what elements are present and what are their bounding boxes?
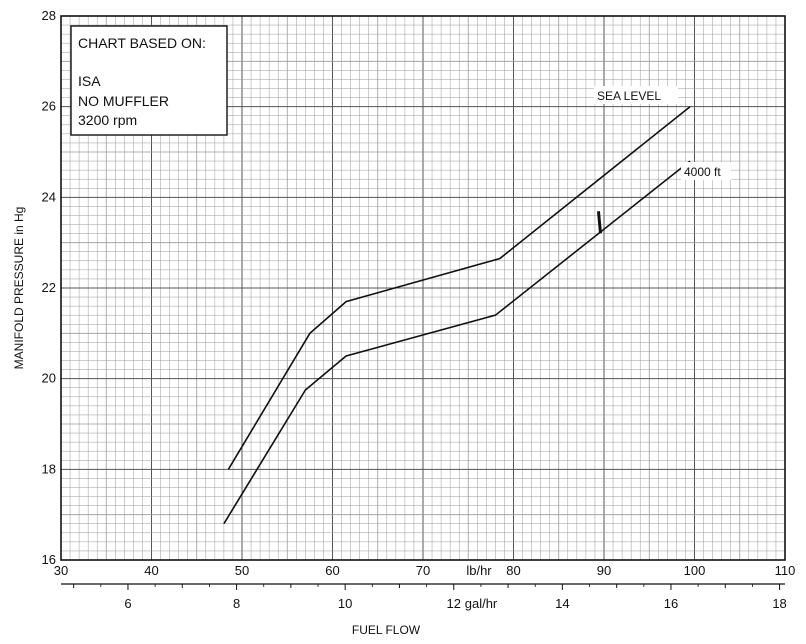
- x-tick-label-galhr: 12: [447, 596, 461, 611]
- y-tick-label: 26: [42, 99, 56, 114]
- y-tick-label: 28: [42, 8, 56, 23]
- info-box-frame: [70, 25, 228, 136]
- x-tick-label-lbhr: 110: [775, 563, 796, 578]
- series-line-sea-level: [227, 106, 691, 470]
- series-line-4000ft: [223, 160, 691, 525]
- y-tick-label: 16: [42, 552, 56, 567]
- info-box-line-rpm: 3200 rpm: [78, 112, 137, 128]
- y-tick-label: 20: [42, 371, 56, 386]
- x-tick-label-lbhr: 60: [325, 563, 339, 578]
- plot-frame: [60, 15, 786, 561]
- x-tick-label-galhr: 6: [124, 596, 131, 611]
- x-tick-label-lbhr: 70: [416, 563, 430, 578]
- x-axis-title: FUEL FLOW: [352, 623, 421, 637]
- sea-level-label-bg: [594, 86, 678, 104]
- y-tick-label: 22: [42, 280, 56, 295]
- y-tick-label: 24: [42, 189, 56, 204]
- x-tick-label-lbhr: 40: [144, 563, 158, 578]
- chart-grid: [60, 15, 786, 561]
- y-tick-label: 18: [42, 461, 56, 476]
- x-tick-label-galhr: 16: [664, 596, 678, 611]
- x-tick-label-galhr: 8: [233, 596, 240, 611]
- x-tick-label-galhr: 14: [555, 596, 569, 611]
- info-box: CHART BASED ON: ISA NO MUFFLER 3200 rpm: [70, 25, 228, 136]
- x-tick-label-lbhr: 90: [597, 563, 611, 578]
- series-label-sea-level: SEA LEVEL: [597, 89, 661, 103]
- y-axis-title: MANIFOLD PRESSURE in Hg: [12, 207, 26, 370]
- x-tick-label-galhr: 10: [338, 596, 352, 611]
- x-tick-label-lbhr: 100: [684, 563, 706, 578]
- x-unit-lbhr: lb/hr: [466, 563, 492, 578]
- x-tick-label-galhr: 18: [772, 596, 786, 611]
- x-unit-galhr: gal/hr: [465, 596, 498, 611]
- x-tick-label-lbhr: 80: [506, 563, 520, 578]
- y-tick-labels: 16 18 20 22 24 26 28: [42, 8, 56, 567]
- 4000ft-label-bg: [681, 162, 731, 180]
- info-box-line-isa: ISA: [78, 73, 101, 89]
- info-box-line-muffler: NO MUFFLER: [78, 93, 169, 109]
- series-lines: [223, 106, 691, 525]
- series-marker-tick: [596, 211, 602, 234]
- x-tick-label-lbhr: 30: [54, 563, 68, 578]
- series-label-4000ft: 4000 ft: [684, 165, 721, 179]
- info-box-header: CHART BASED ON:: [78, 35, 206, 51]
- x-tick-label-lbhr: 50: [235, 563, 249, 578]
- x-tick-labels-lbhr: 30 40 50 60 70 80 90 100 110: [54, 563, 796, 578]
- x-tick-labels-galhr: 6 8 10 12 14 16 18: [73, 584, 787, 611]
